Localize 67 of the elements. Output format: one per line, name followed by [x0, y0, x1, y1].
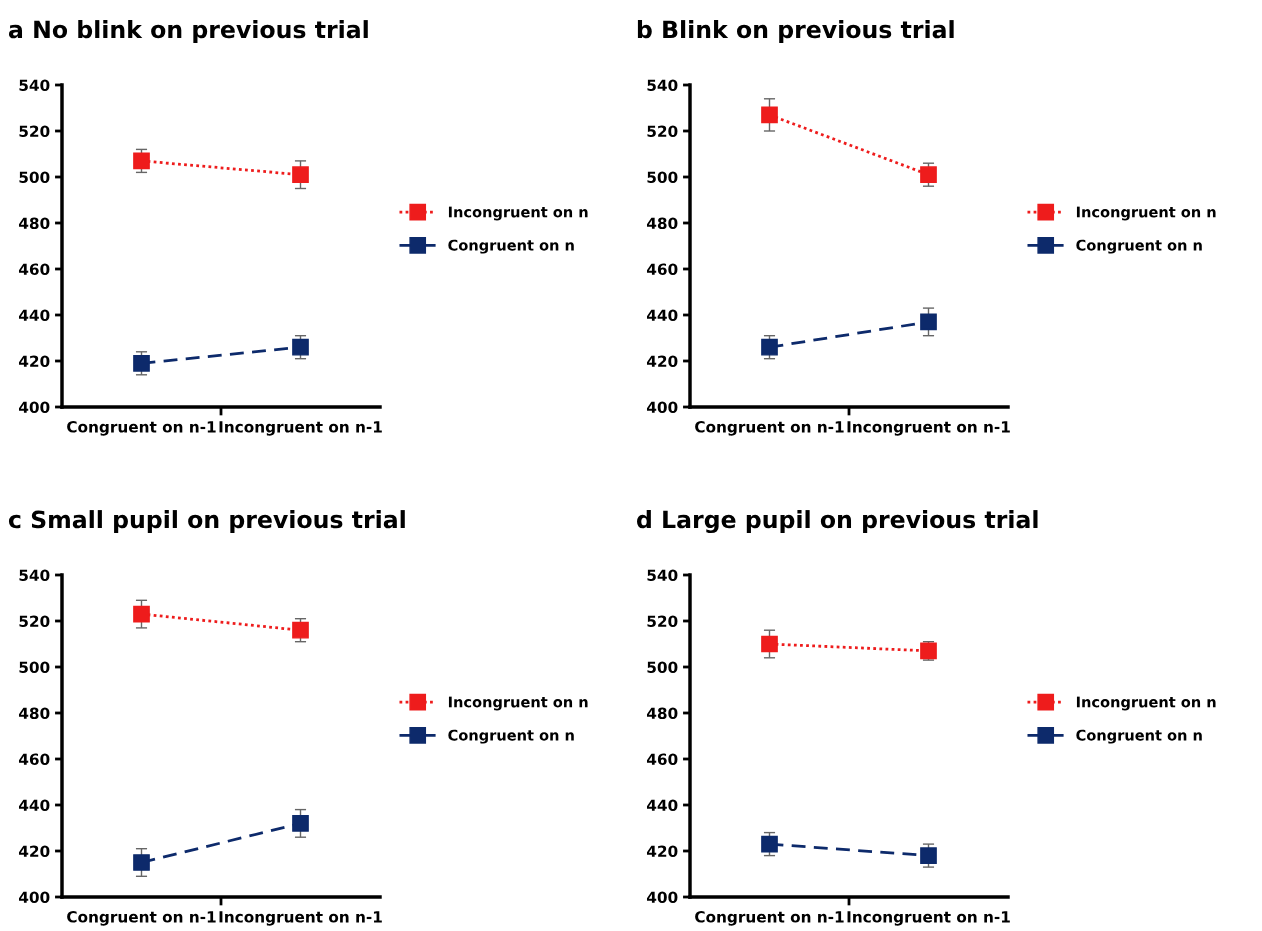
y-tick-label: 400: [646, 891, 678, 904]
y-tick-label: 480: [646, 707, 678, 720]
point: [292, 621, 309, 639]
x-tick-label: Incongruent on n-1: [219, 911, 382, 926]
legend-label: Congruent on n: [1076, 239, 1202, 254]
legend-label: Incongruent on n: [448, 206, 588, 221]
chart-title: c Small pupil on previous trial: [8, 510, 405, 533]
y-tick-label: 440: [646, 799, 678, 812]
y-tick-label: 500: [19, 661, 50, 674]
y-tick-label: 520: [647, 615, 678, 628]
y-tick-label: 500: [19, 171, 50, 184]
y-tick-label: 540: [647, 569, 678, 582]
y-tick-label: 420: [646, 845, 678, 858]
legend-label: Incongruent on n: [448, 696, 588, 711]
y-tick-label: 520: [19, 615, 50, 628]
y-tick-label: 460: [18, 753, 50, 766]
y-tick-label: 400: [18, 891, 50, 904]
chart-title: d Large pupil on previous trial: [637, 510, 1038, 534]
point: [761, 338, 778, 356]
y-tick-label: 540: [19, 79, 50, 92]
x-tick-label: Incongruent on n-1: [847, 911, 1010, 926]
legend-label: Congruent on n: [1076, 729, 1202, 744]
y-tick-label: 440: [646, 309, 678, 322]
point: [761, 635, 778, 653]
y-tick-label: 440: [18, 309, 50, 322]
point: [133, 854, 150, 871]
point: [292, 166, 309, 184]
legend-label: Congruent on n: [448, 239, 574, 254]
point: [920, 313, 937, 331]
y-tick-label: 420: [18, 355, 50, 368]
point: [761, 835, 778, 853]
point: [133, 605, 150, 623]
y-tick-label: 480: [18, 707, 50, 720]
point: [133, 354, 150, 372]
point: [761, 106, 778, 124]
legend-label: Incongruent on n: [1076, 206, 1216, 221]
y-tick-label: 440: [18, 799, 50, 812]
y-tick-label: 500: [647, 171, 678, 184]
x-tick-label: Incongruent on n-1: [847, 421, 1010, 436]
y-tick-label: 540: [19, 569, 50, 582]
x-tick-label: Congruent on n-1: [67, 421, 216, 436]
x-tick-label: Congruent on n-1: [67, 911, 216, 926]
y-tick-label: 460: [18, 263, 50, 276]
chart-title: b Blink on previous trial: [637, 20, 954, 43]
y-tick-label: 520: [19, 125, 50, 138]
y-tick-label: 480: [18, 217, 50, 230]
point: [133, 152, 150, 170]
y-tick-label: 420: [18, 845, 50, 858]
point: [292, 338, 309, 356]
legend-label: Congruent on n: [448, 729, 574, 744]
y-tick-label: 540: [647, 79, 678, 92]
point: [920, 847, 937, 864]
y-tick-label: 460: [646, 753, 678, 766]
chart-title: a No blink on previous trial: [8, 20, 368, 43]
point: [292, 815, 309, 832]
x-tick-label: Congruent on n-1: [695, 421, 844, 436]
y-tick-label: 520: [647, 125, 678, 138]
y-tick-label: 400: [646, 401, 678, 414]
x-tick-label: Congruent on n-1: [695, 911, 844, 926]
y-tick-label: 460: [646, 263, 678, 276]
y-tick-label: 500: [647, 661, 678, 674]
y-tick-label: 420: [646, 355, 678, 368]
legend-label: Incongruent on n: [1076, 696, 1216, 711]
y-tick-label: 480: [646, 217, 678, 230]
point: [920, 166, 937, 184]
y-tick-label: 400: [18, 401, 50, 414]
x-tick-label: Incongruent on n-1: [219, 421, 382, 436]
